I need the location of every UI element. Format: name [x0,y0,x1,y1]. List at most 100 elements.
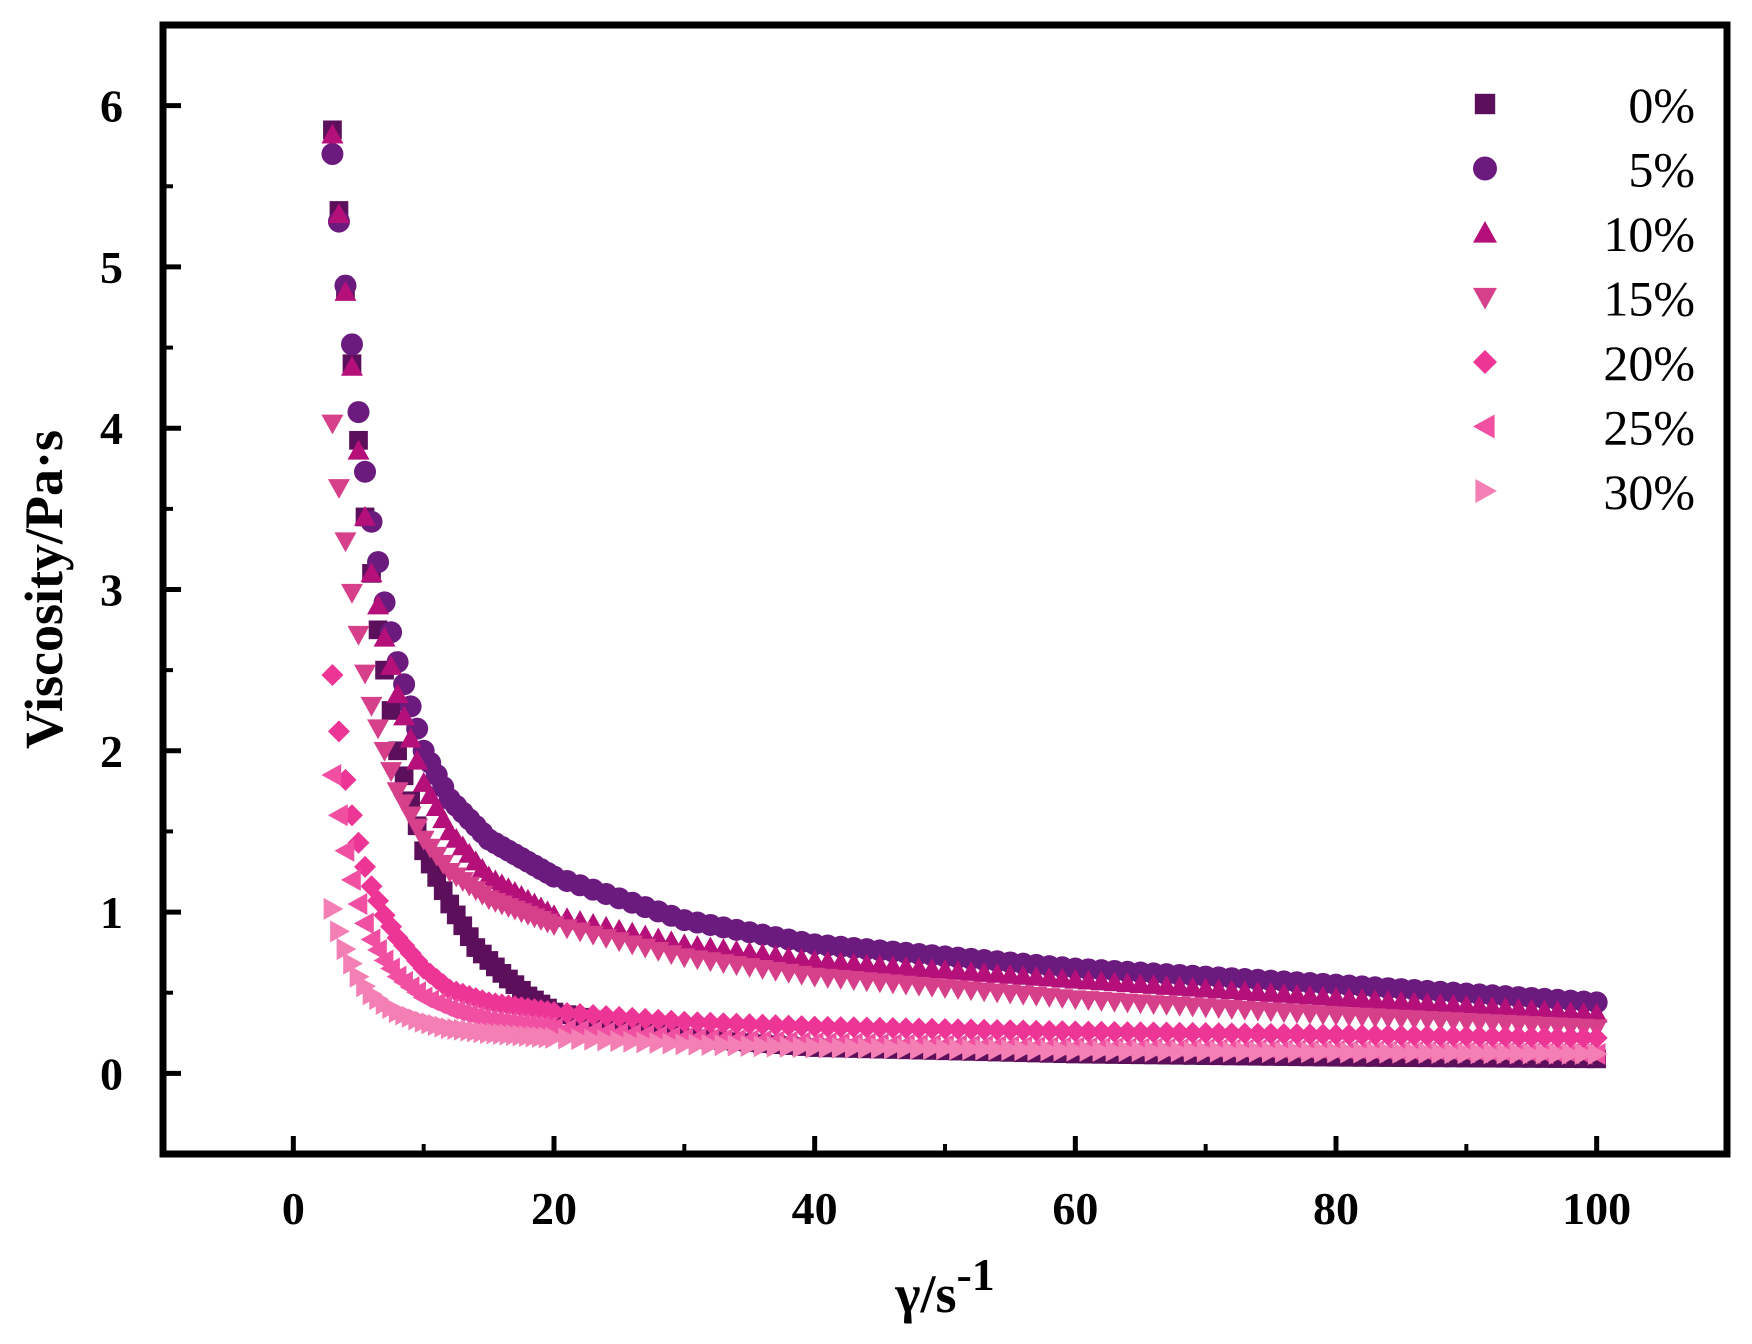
data-point [818,1036,839,1059]
data-point [1481,1025,1504,1048]
data-point [871,1037,891,1060]
data-point [327,203,350,224]
data-point [1535,1042,1556,1065]
data-point [714,1034,735,1057]
legend-marker [1473,156,1497,181]
data-point [347,439,370,460]
data-point [1405,1041,1426,1064]
data-point [999,1019,1022,1042]
data-point [881,1017,904,1040]
data-point [988,1038,1009,1061]
data-point [394,766,414,786]
data-point [1520,1026,1543,1049]
data-point [1548,1042,1569,1065]
data-point [1298,1023,1321,1046]
legend-label: 15% [1603,271,1695,327]
data-point [1053,1039,1074,1062]
data-point [975,1038,996,1061]
data-point [740,1034,761,1057]
data-point [1559,1026,1582,1049]
data-point [1507,1025,1530,1048]
data-point [399,727,422,748]
data-point [340,355,363,376]
data-point [321,123,344,144]
data-point [1546,1026,1569,1049]
data-point [334,281,357,301]
data-point [1090,1020,1113,1043]
y-tick-label: 1 [100,887,123,938]
data-point [367,938,387,961]
data-point [1585,1026,1608,1049]
data-point [381,701,401,720]
data-point [1574,1042,1595,1065]
data-point [1038,1019,1061,1042]
data-point [1157,1040,1178,1063]
data-point [623,1030,644,1053]
data-point [360,562,383,583]
series-30% [323,897,1608,1066]
data-point [1285,1023,1308,1046]
legend-item: 5% [1473,142,1695,198]
data-marks [321,120,1608,1069]
y-tick-label: 5 [100,242,123,293]
data-point [367,594,390,615]
series-5% [321,143,1608,1014]
data-point [360,928,381,951]
x-tick-label: 20 [531,1183,577,1234]
data-point [844,1037,865,1060]
axes: 0 20 40 60 80 100 0 1 2 3 4 5 6 [100,23,1729,1234]
data-point [934,1018,956,1041]
data-point [1470,1042,1491,1065]
data-point [1338,1023,1361,1046]
legend-marker [1473,287,1497,310]
data-point [1262,1040,1282,1063]
data-point [1457,1042,1478,1065]
data-point [923,1038,943,1061]
data-point [1118,1040,1139,1063]
data-point [1416,1024,1439,1047]
data-point [766,1035,787,1058]
data-point [406,818,429,839]
data-point [1194,1022,1217,1045]
data-point [373,626,396,647]
data-point [829,1016,852,1039]
data-point [662,1032,683,1055]
data-point [1207,1022,1230,1045]
data-point [1014,1039,1035,1062]
x-axis-title-superscript: -1 [956,1249,994,1300]
data-point [393,705,416,726]
data-point [1077,1020,1100,1043]
data-point [701,1033,722,1056]
data-point [907,1017,930,1040]
data-point [393,794,416,815]
data-point [321,143,344,166]
data-point [343,952,363,975]
data-point [1233,1022,1256,1045]
data-point [1288,1041,1308,1064]
data-point [636,1031,657,1054]
data-point [406,749,429,770]
data-point [727,1034,748,1057]
y-tick-label: 2 [100,726,123,777]
data-point [920,1017,943,1040]
data-point [1066,1039,1087,1062]
data-point [1364,1024,1387,1047]
data-point [858,1037,878,1060]
data-point [340,583,363,604]
data-point [1377,1024,1400,1047]
data-point [610,1030,631,1053]
data-point [1209,1040,1230,1063]
data-point [1301,1041,1321,1064]
legend-label: 25% [1603,400,1695,456]
data-point [675,1033,696,1056]
data-point [380,762,403,782]
data-point [753,1035,774,1058]
data-point [1259,1022,1282,1045]
data-point [1444,1042,1465,1065]
data-point [334,839,355,862]
data-point [1092,1039,1113,1062]
data-point [855,1016,878,1039]
data-point [986,1018,1009,1041]
data-point [1181,1021,1204,1044]
data-point [386,683,409,704]
